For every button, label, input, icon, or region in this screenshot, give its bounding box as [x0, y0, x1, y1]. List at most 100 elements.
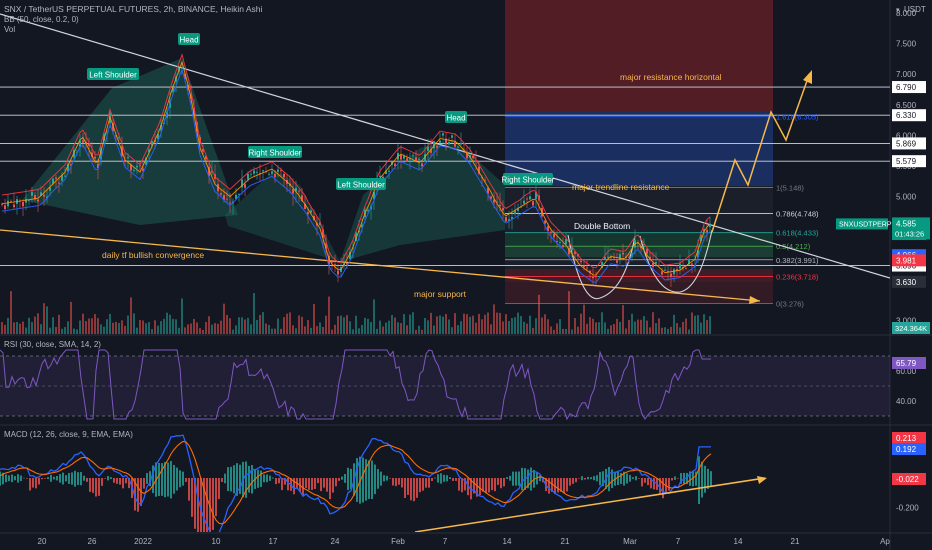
currency-label[interactable]: USDT — [904, 5, 926, 14]
support-arrow-head — [749, 296, 760, 304]
candle-body — [664, 269, 666, 271]
volume-bar — [55, 326, 57, 334]
currency-chevron-icon[interactable]: ▾ — [896, 7, 900, 14]
macd-hist-bar — [8, 475, 10, 482]
candle-body — [154, 140, 156, 143]
candle-body — [454, 142, 456, 147]
double-bottom-curve-1 — [567, 234, 636, 300]
volume-bar — [529, 315, 531, 334]
macd-hist-bar — [632, 477, 634, 479]
volume-bar — [460, 321, 462, 334]
volume-bar — [316, 326, 318, 334]
macd-hist-bar — [146, 473, 148, 484]
candle-body — [151, 141, 153, 146]
macd-hist-bar — [623, 471, 625, 486]
candle-body — [580, 260, 582, 263]
hs-pattern-1-right-fill — [225, 170, 340, 262]
time-label-0: 20 — [38, 537, 47, 546]
left-shoulder-2-tag[interactable] — [336, 178, 386, 190]
candle-body — [523, 200, 525, 204]
candle-body — [709, 223, 711, 228]
left-shoulder-1-tag[interactable] — [87, 68, 139, 80]
volume-bar — [277, 318, 279, 334]
projected-price-path[interactable] — [711, 77, 809, 233]
price-pane[interactable]: 1.618(6.305) 1(5.148) 0.786(4.748) 0.618(4.… — [0, 0, 890, 309]
rsi-pane[interactable] — [0, 349, 890, 421]
macd-hist-bar — [179, 470, 181, 488]
volume-bar — [346, 315, 348, 334]
candle-body — [262, 170, 264, 172]
volume-bar — [22, 321, 24, 334]
macd-hist-bar — [341, 476, 343, 480]
candle-body — [412, 155, 414, 157]
candle-body — [337, 270, 339, 275]
head-1-tag[interactable] — [178, 33, 200, 45]
macd-hist-bar — [5, 474, 7, 483]
volume-bar — [280, 328, 282, 334]
candle-body — [406, 158, 408, 162]
major-trendline-resistance[interactable] — [0, 13, 890, 279]
major-support-label: major support — [414, 289, 467, 299]
macd-hist-bar — [173, 464, 175, 494]
candle-body — [322, 229, 324, 238]
candle-body — [106, 131, 108, 133]
candle-body — [118, 137, 120, 139]
macd-hist-bar — [98, 478, 100, 496]
bb-indicator-title[interactable]: BB (50, close, 0.2, 0) — [4, 15, 79, 24]
macd-hist-bar — [497, 478, 499, 485]
volume-bar — [229, 318, 231, 334]
macd-hist-bar — [44, 478, 46, 479]
candle-body — [22, 202, 24, 207]
time-axis[interactable]: 20 26 2022 10 17 24 Feb 7 14 21 Mar 7 14 21 Ap — [38, 537, 891, 546]
macd-indicator-title[interactable]: MACD (12, 26, close, 9, EMA, EMA) — [4, 430, 133, 439]
head-2-tag[interactable] — [445, 111, 467, 123]
macd-hist-bar — [704, 465, 706, 493]
stop-loss-zone[interactable] — [505, 0, 773, 112]
macd-hist-bar — [518, 471, 520, 486]
bb-upper — [1, 53, 711, 269]
vol-indicator-title[interactable]: Vol — [4, 25, 15, 34]
major-support-line[interactable] — [0, 229, 761, 302]
volume-bar — [247, 317, 249, 334]
level-badge-2 — [892, 137, 926, 150]
candle-body — [142, 168, 144, 171]
macd-divergence-line[interactable] — [414, 477, 766, 532]
candle-body — [331, 261, 333, 263]
macd-hist-bar — [161, 463, 163, 496]
volume-bar — [223, 303, 225, 334]
candle-body — [157, 134, 159, 140]
volume-bar — [400, 323, 402, 334]
candle-body — [61, 175, 63, 181]
macd-hist-bar — [2, 472, 4, 485]
volume-bar — [88, 318, 90, 334]
macd-hist-bar — [434, 477, 436, 479]
candle-body — [571, 247, 573, 251]
candle-body — [586, 267, 588, 269]
level-badge-text-2: 5.869 — [896, 139, 917, 148]
candle-body — [307, 212, 309, 215]
volume-bar — [499, 312, 501, 334]
price-axis[interactable]: ▾ USDT 8.0007.5007.0006.5006.0005.5005.0… — [836, 5, 930, 513]
time-label-4: 17 — [269, 537, 278, 546]
volume-bar — [676, 323, 678, 334]
macd-hist-bar — [338, 478, 340, 481]
macd-pane[interactable] — [0, 434, 767, 546]
macd-hist-bar — [470, 478, 472, 500]
volume-bar — [598, 322, 600, 334]
candle-body — [703, 228, 705, 232]
time-label-12: 14 — [734, 537, 743, 546]
right-shoulder-1-tag[interactable] — [248, 146, 302, 158]
candle-body — [220, 193, 222, 195]
macd-hist-bar — [110, 477, 112, 479]
currency-selector[interactable]: ▾ USDT — [896, 5, 926, 14]
right-shoulder-2-tag[interactable] — [503, 173, 553, 185]
candles — [1, 62, 711, 287]
volume-bar — [559, 319, 561, 334]
volume-bar — [574, 318, 576, 334]
macd-hist-bar — [176, 467, 178, 491]
macd-tick-1: -0.200 — [896, 504, 919, 513]
rsi-indicator-title[interactable]: RSI (30, close, SMA, 14, 2) — [4, 340, 101, 349]
ticker-tag[interactable] — [836, 218, 888, 230]
